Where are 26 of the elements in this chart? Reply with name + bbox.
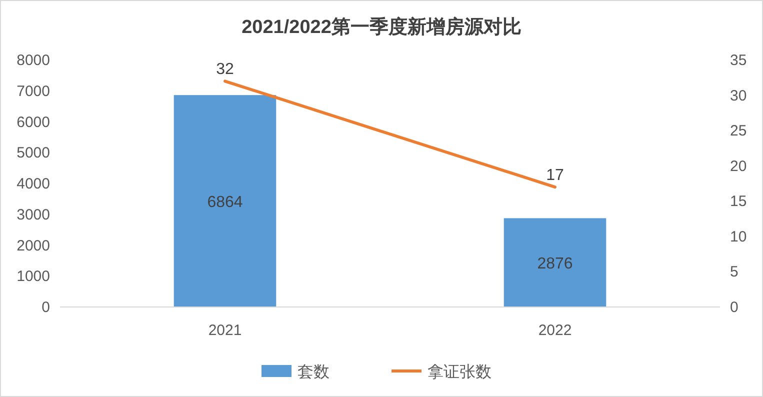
data-label: 6864 [207, 194, 243, 212]
y2-tick-label: 5 [730, 264, 738, 281]
y2-tick-label: 15 [730, 193, 747, 210]
chart-title: 2021/2022第一季度新增房源对比 [242, 16, 522, 38]
y2-tick-label: 20 [730, 158, 747, 175]
y2-tick-label: 10 [730, 228, 747, 246]
data-label: 17 [546, 167, 564, 184]
legend-label: 套数 [298, 364, 330, 381]
y-tick-label: 6000 [16, 114, 50, 131]
y2-tick-label: 30 [730, 87, 747, 104]
y-tick-label: 7000 [16, 82, 50, 100]
y2-tick-label: 0 [730, 299, 738, 316]
x-tick-label: 2021 [208, 322, 242, 339]
data-label: 2876 [537, 256, 573, 273]
y2-tick-label: 25 [730, 122, 747, 140]
y-tick-label: 1000 [16, 268, 50, 286]
data-label: 32 [216, 61, 234, 78]
y-tick-label: 5000 [16, 144, 50, 162]
y-tick-label: 3000 [16, 206, 50, 224]
y-tick-label: 4000 [16, 176, 50, 192]
x-tick-label: 2022 [538, 322, 572, 339]
legend-label: 拿证张数 [428, 363, 492, 381]
y-tick-label: 0 [42, 299, 50, 316]
y-tick-label: 2000 [16, 237, 50, 254]
y-tick-label: 8000 [16, 52, 50, 69]
y2-tick-label: 35 [730, 52, 747, 69]
